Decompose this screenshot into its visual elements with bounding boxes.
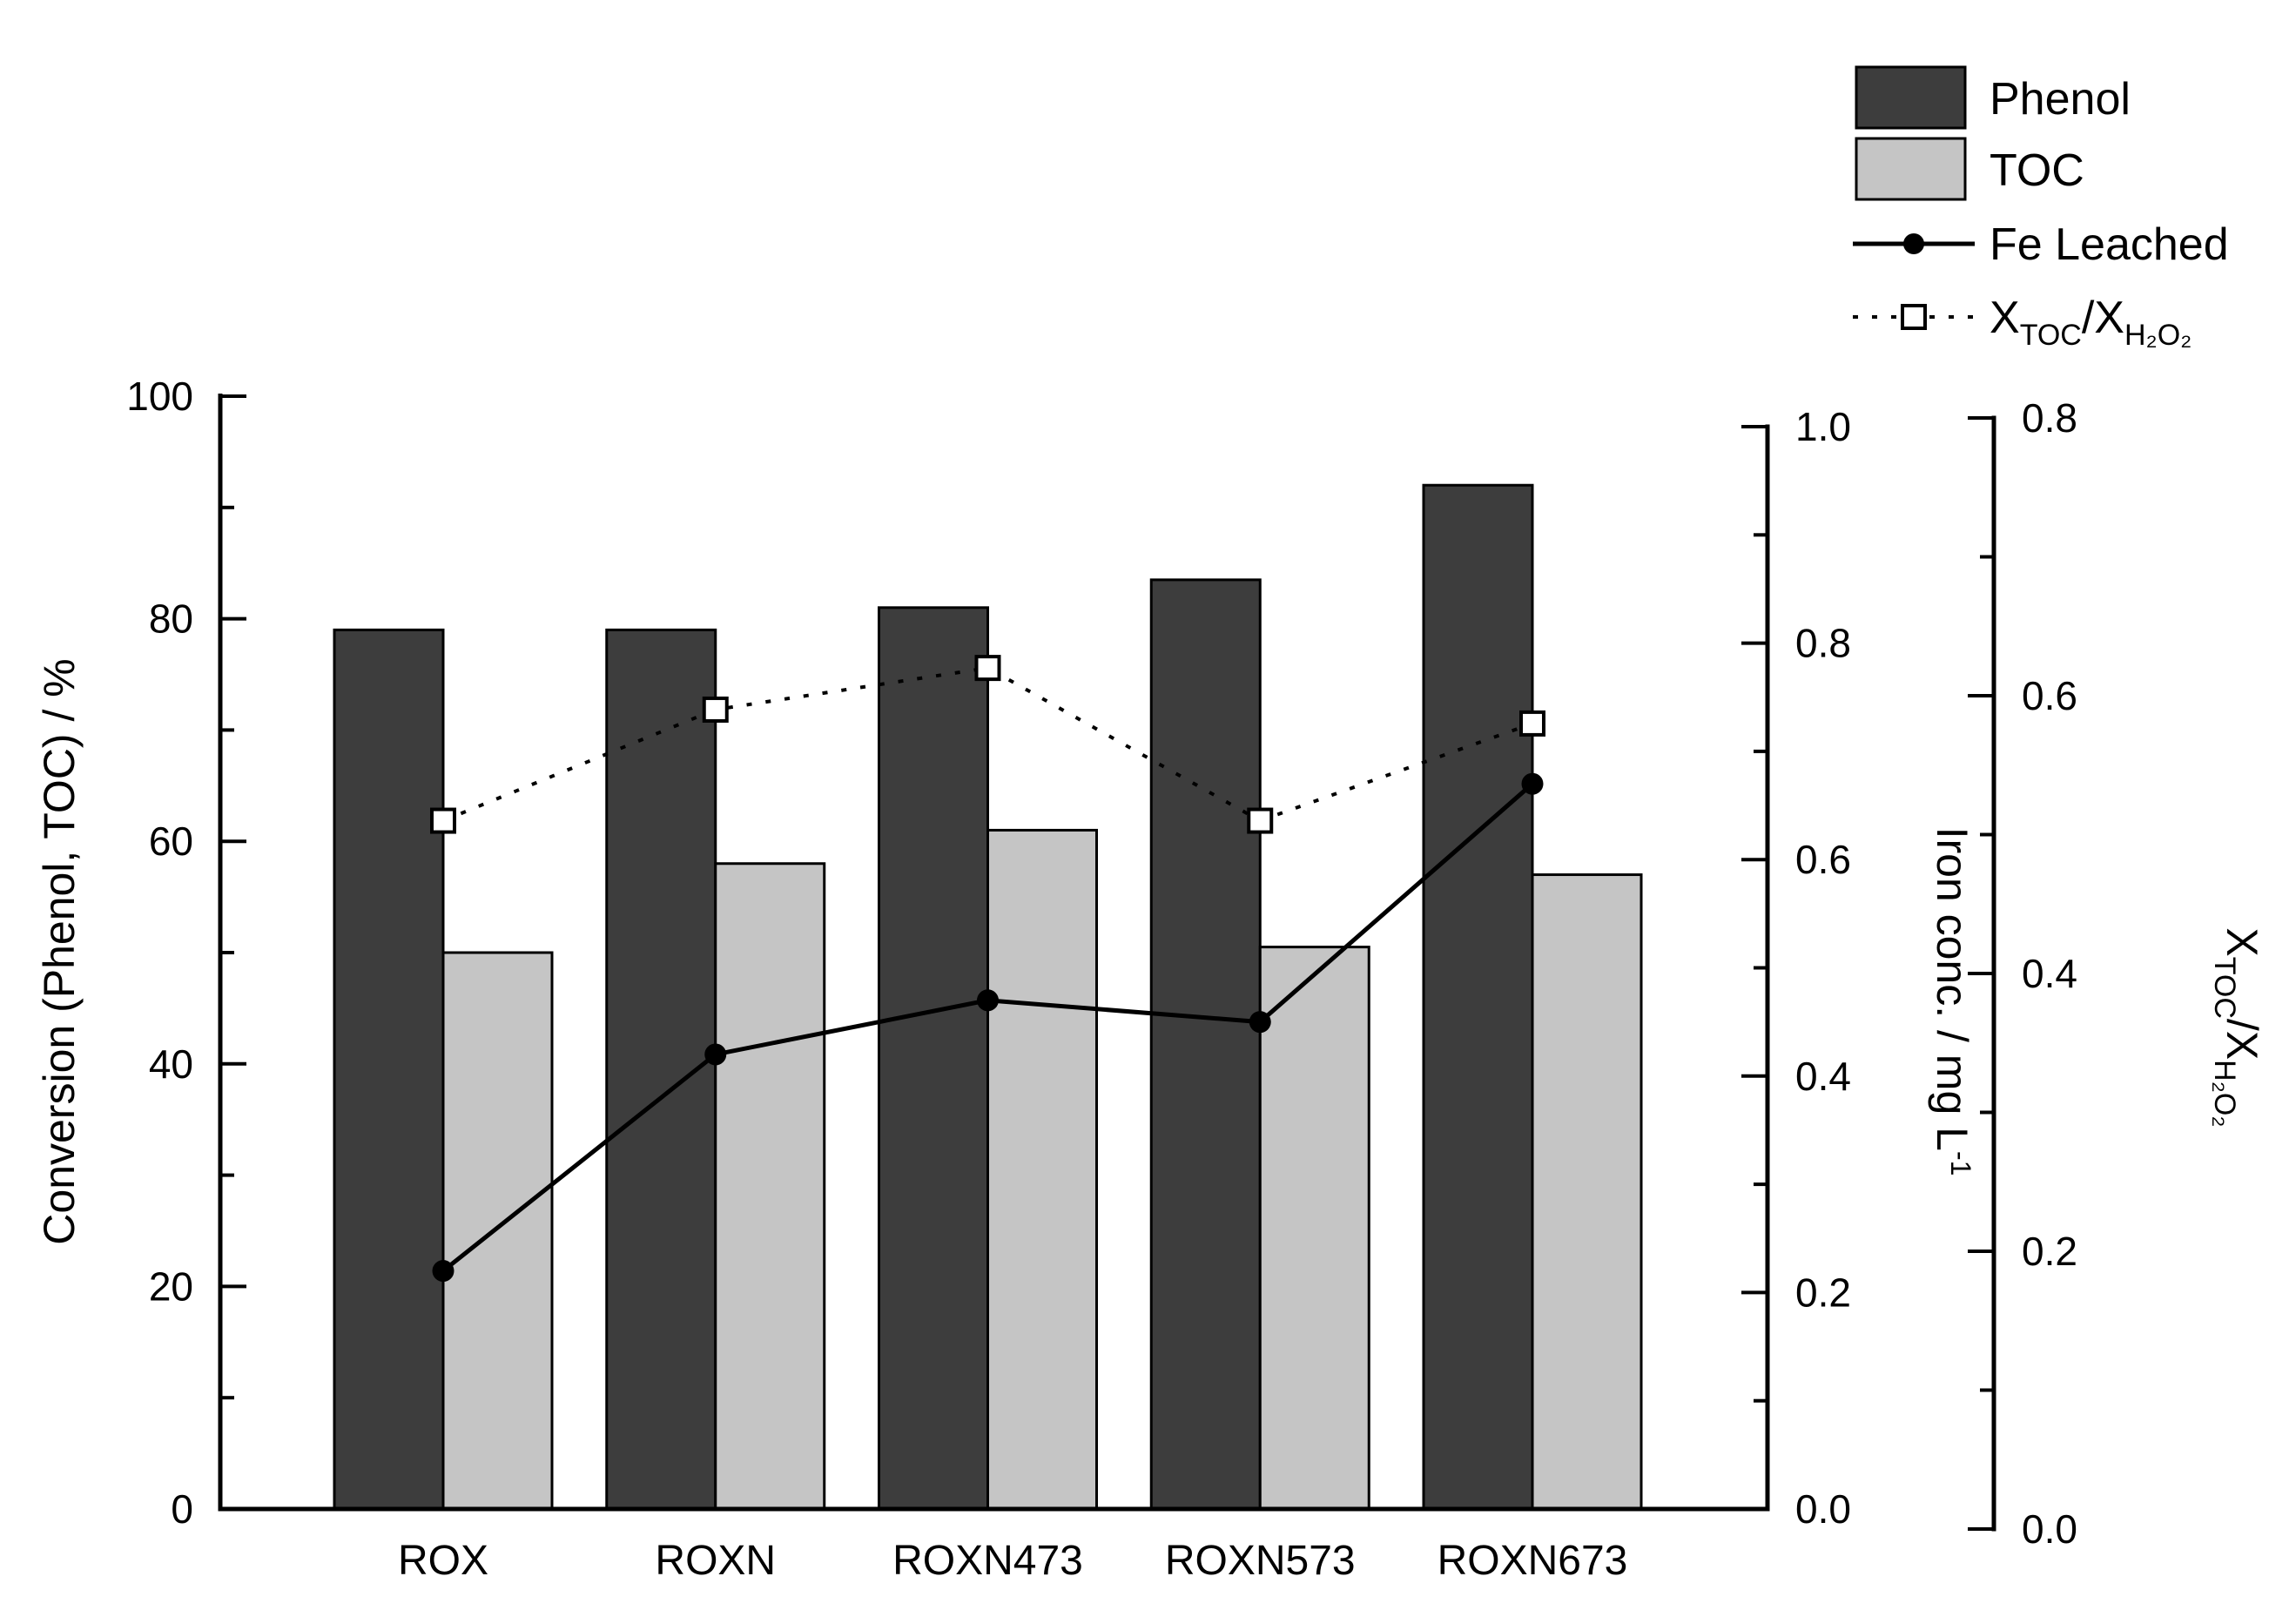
- category-label-ROXN673: ROXN673: [1438, 1538, 1628, 1584]
- iron-tick-label-0.4: 0.4: [1795, 1054, 1851, 1099]
- phenol-bar-ROXN673: [1422, 483, 1534, 1511]
- ratio-point-ROXN673: [1519, 710, 1545, 737]
- ratio-series-dotted-line: [442, 666, 1533, 823]
- ratio-point-ROXN473: [974, 655, 1001, 682]
- fe-point-ROXN: [704, 1043, 727, 1066]
- legend-ratio-label: XTOC/XH₂O₂: [1990, 293, 2192, 352]
- legend-fe-label: Fe Leached: [1990, 219, 2229, 270]
- left-tick-label-0: 0: [171, 1486, 193, 1532]
- ratio-tick-label-0.8: 0.8: [2022, 395, 2077, 441]
- iron-tick-label-0.6: 0.6: [1795, 837, 1851, 882]
- toc-bar-ROXN: [714, 862, 826, 1511]
- left-tick-label-40: 40: [149, 1041, 193, 1087]
- legend-ratio-square-marker: [1901, 304, 1927, 330]
- phenol-bar-ROX: [333, 628, 445, 1511]
- ratio-tick-label-0.2: 0.2: [2022, 1229, 2077, 1274]
- legend-toc-label: TOC: [1990, 145, 2084, 196]
- left-tick-label-100: 100: [126, 374, 193, 419]
- legend-toc-swatch: [1855, 137, 1967, 201]
- iron-tick-label-0.2: 0.2: [1795, 1270, 1851, 1315]
- left-tick-label-60: 60: [149, 818, 193, 864]
- category-label-ROX: ROX: [398, 1538, 488, 1584]
- phenol-bar-ROXN473: [878, 606, 989, 1511]
- fe-point-ROXN573: [1249, 1011, 1271, 1034]
- plot-area: 0 20 40 60 80 100 ROX ROXN ROXN473 ROXN573 ROXN673…: [126, 374, 2077, 1584]
- legend-fe-circle-marker: [1903, 233, 1924, 254]
- fe-point-ROXN673: [1521, 772, 1544, 795]
- ratio-point-ROXN573: [1247, 807, 1274, 834]
- category-label-ROXN473: ROXN473: [892, 1538, 1083, 1584]
- ratio-axis-title: XTOC/XH₂O₂: [2208, 927, 2266, 1127]
- toc-bar-ROXN673: [1531, 873, 1643, 1511]
- left-tick-label-20: 20: [149, 1263, 193, 1309]
- iron-tick-label-0.8: 0.8: [1795, 621, 1851, 666]
- toc-bar-ROX: [441, 951, 554, 1511]
- toc-bar-ROXN573: [1258, 946, 1370, 1511]
- phenol-bar-ROXN573: [1149, 578, 1262, 1511]
- ratio-tick-label-0.4: 0.4: [2022, 951, 2077, 996]
- iron-tick-label-1: 1.0: [1795, 404, 1851, 449]
- toc-bar-ROXN473: [986, 828, 1098, 1511]
- left-axis-title: Conversion (Phenol, TOC) / %: [35, 658, 84, 1244]
- ratio-tick-label-0: 0.0: [2022, 1506, 2077, 1552]
- legend: Phenol TOC Fe Leached XTOC/XH₂O₂: [1853, 65, 2229, 352]
- fe-point-ROXN473: [977, 989, 999, 1012]
- category-label-ROXN: ROXN: [655, 1538, 776, 1584]
- ratio-point-ROX: [430, 807, 456, 834]
- ratio-tick-label-0.6: 0.6: [2022, 673, 2077, 718]
- ratio-point-ROXN: [702, 696, 729, 723]
- legend-phenol-label: Phenol: [1990, 74, 2131, 125]
- legend-phenol-swatch: [1855, 65, 1967, 130]
- iron-axis-title: Iron conc. / mg L-1: [1928, 827, 1976, 1176]
- left-tick-label-80: 80: [149, 596, 193, 642]
- category-label-ROXN573: ROXN573: [1165, 1538, 1356, 1584]
- iron-tick-label-0: 0.0: [1795, 1486, 1851, 1532]
- fe-point-ROX: [432, 1260, 454, 1283]
